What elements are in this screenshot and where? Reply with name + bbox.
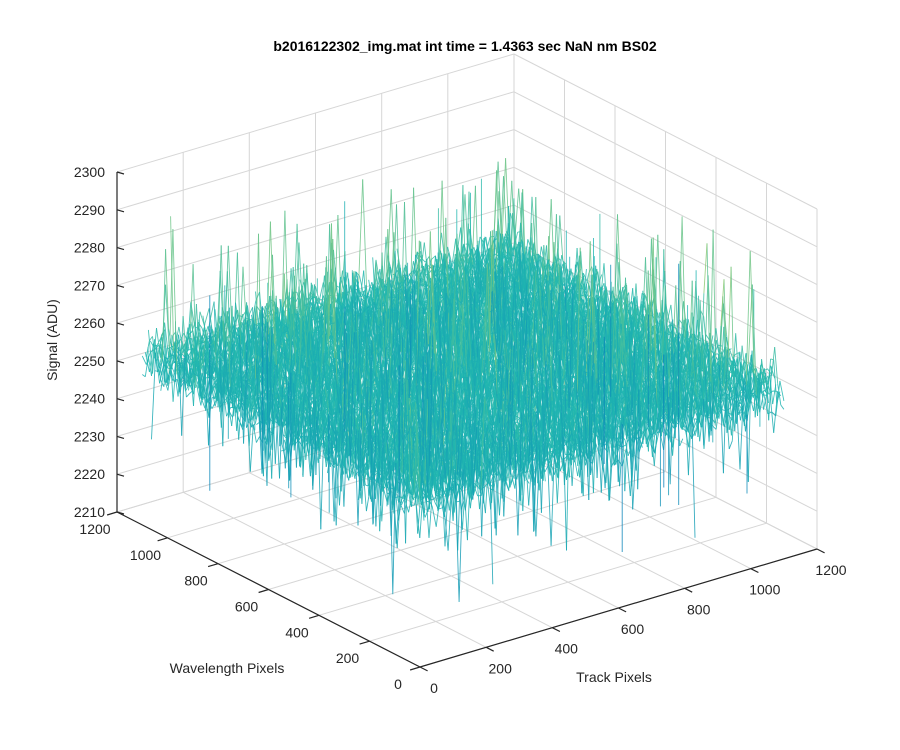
surface-strokes xyxy=(192,348,713,392)
x-tick-label: 800 xyxy=(687,601,711,617)
z-tick-label: 2210 xyxy=(74,504,105,520)
surface-strokes xyxy=(709,229,714,382)
y-tick-label: 1000 xyxy=(130,547,161,563)
z-tick-mark xyxy=(116,322,125,326)
z-tick-label: 2220 xyxy=(74,466,105,482)
z-tick-mark xyxy=(116,209,125,213)
x-tick-label: 1000 xyxy=(749,582,780,598)
z-tick-label: 2250 xyxy=(74,353,105,369)
z-tick-label: 2230 xyxy=(74,428,105,444)
surface-strokes xyxy=(246,333,432,513)
z-tick-mark xyxy=(116,247,125,251)
surface-strokes xyxy=(262,279,674,551)
surface-strokes xyxy=(257,296,582,514)
y-axis-label: Wavelength Pixels xyxy=(170,660,285,676)
y-tick-label: 600 xyxy=(235,599,259,615)
surface-strokes xyxy=(289,291,725,501)
surface-strokes xyxy=(280,290,622,489)
tick-labels: 0 200 400 600 800 1000 1200 0 200 400 600 800 1000 12… xyxy=(74,164,847,696)
z-tick-mark xyxy=(116,511,125,515)
z-tick-label: 2270 xyxy=(74,277,105,293)
surface-strokes xyxy=(181,306,741,585)
x-tick-label: 1200 xyxy=(815,562,846,578)
surface-strokes xyxy=(703,243,708,294)
wall-grid-z2 xyxy=(513,129,818,286)
z-tick-mark xyxy=(116,171,125,175)
wall-grid-z xyxy=(116,166,515,286)
y-tick-mark xyxy=(308,614,320,619)
y-tick-mark xyxy=(106,511,118,516)
x-tick-label: 200 xyxy=(489,660,513,676)
surface-strokes xyxy=(328,370,512,483)
surface-strokes xyxy=(261,293,705,483)
y-tick-label: 400 xyxy=(285,624,309,640)
y-tick-mark xyxy=(258,588,269,594)
surface-strokes xyxy=(357,275,696,538)
x-tick-label: 0 xyxy=(430,680,438,696)
wall-grid-z xyxy=(116,91,515,211)
z-tick-mark xyxy=(116,284,125,288)
chart-title: b2016122302_img.mat int time = 1.4363 se… xyxy=(273,38,656,54)
surface-strokes xyxy=(727,266,732,358)
wall-grid-z xyxy=(116,53,515,173)
surface-strokes xyxy=(165,249,753,365)
y-tick-label: 0 xyxy=(394,676,402,692)
surface-strokes xyxy=(320,298,603,546)
z-tick-mark xyxy=(116,398,125,402)
x-tick-label: 400 xyxy=(555,641,579,657)
wall-grid-z2 xyxy=(513,91,818,248)
floor-grid-y xyxy=(369,522,767,642)
surface-strokes xyxy=(172,229,658,404)
floor-grid-y xyxy=(318,496,717,616)
surface-strokes xyxy=(398,336,605,498)
surface-strokes xyxy=(195,289,681,508)
x-tick-mark xyxy=(419,666,428,672)
wall-grid-z2 xyxy=(513,53,818,210)
y-tick-mark xyxy=(409,666,421,671)
y-tick-mark xyxy=(359,640,370,645)
z-tick-label: 2240 xyxy=(74,391,105,407)
z-tick-label: 2290 xyxy=(74,202,105,218)
x-tick-mark xyxy=(684,587,693,593)
z-axis-label: Signal (ADU) xyxy=(44,299,60,381)
y-tick-label: 1200 xyxy=(79,521,110,537)
x-tick-mark xyxy=(552,627,561,633)
surface-strokes xyxy=(219,270,705,377)
z-tick-mark xyxy=(116,473,125,477)
x-tick-label: 600 xyxy=(621,621,645,637)
y-tick-label: 800 xyxy=(184,573,208,589)
y-tick-mark xyxy=(157,537,168,542)
surface-strokes xyxy=(661,285,666,364)
z-tick-label: 2300 xyxy=(74,164,105,180)
wall-grid-z2 xyxy=(513,166,818,323)
surface-mesh xyxy=(141,158,785,603)
y-tick-label: 200 xyxy=(336,650,360,666)
x-tick-mark xyxy=(618,607,627,613)
surface-strokes xyxy=(202,330,698,397)
surface-strokes xyxy=(226,252,714,491)
x-axis-label: Track Pixels xyxy=(576,669,652,685)
x-tick-mark xyxy=(750,568,759,574)
surface-strokes xyxy=(292,223,618,473)
z-tick-mark xyxy=(116,435,125,439)
z-tick-mark xyxy=(116,360,125,364)
wall-grid-z xyxy=(116,204,515,324)
z-tick-label: 2280 xyxy=(74,240,105,256)
x-tick-mark xyxy=(485,646,494,652)
surface-strokes xyxy=(269,221,755,374)
surface-strokes xyxy=(720,279,725,326)
wall-grid-z xyxy=(116,129,515,249)
y-tick-mark xyxy=(207,563,219,568)
x-tick-mark xyxy=(816,548,825,554)
z-tick-label: 2260 xyxy=(74,315,105,331)
wall-grid-z2 xyxy=(513,204,818,361)
surface-strokes xyxy=(165,284,650,387)
surface-strokes xyxy=(182,316,728,389)
